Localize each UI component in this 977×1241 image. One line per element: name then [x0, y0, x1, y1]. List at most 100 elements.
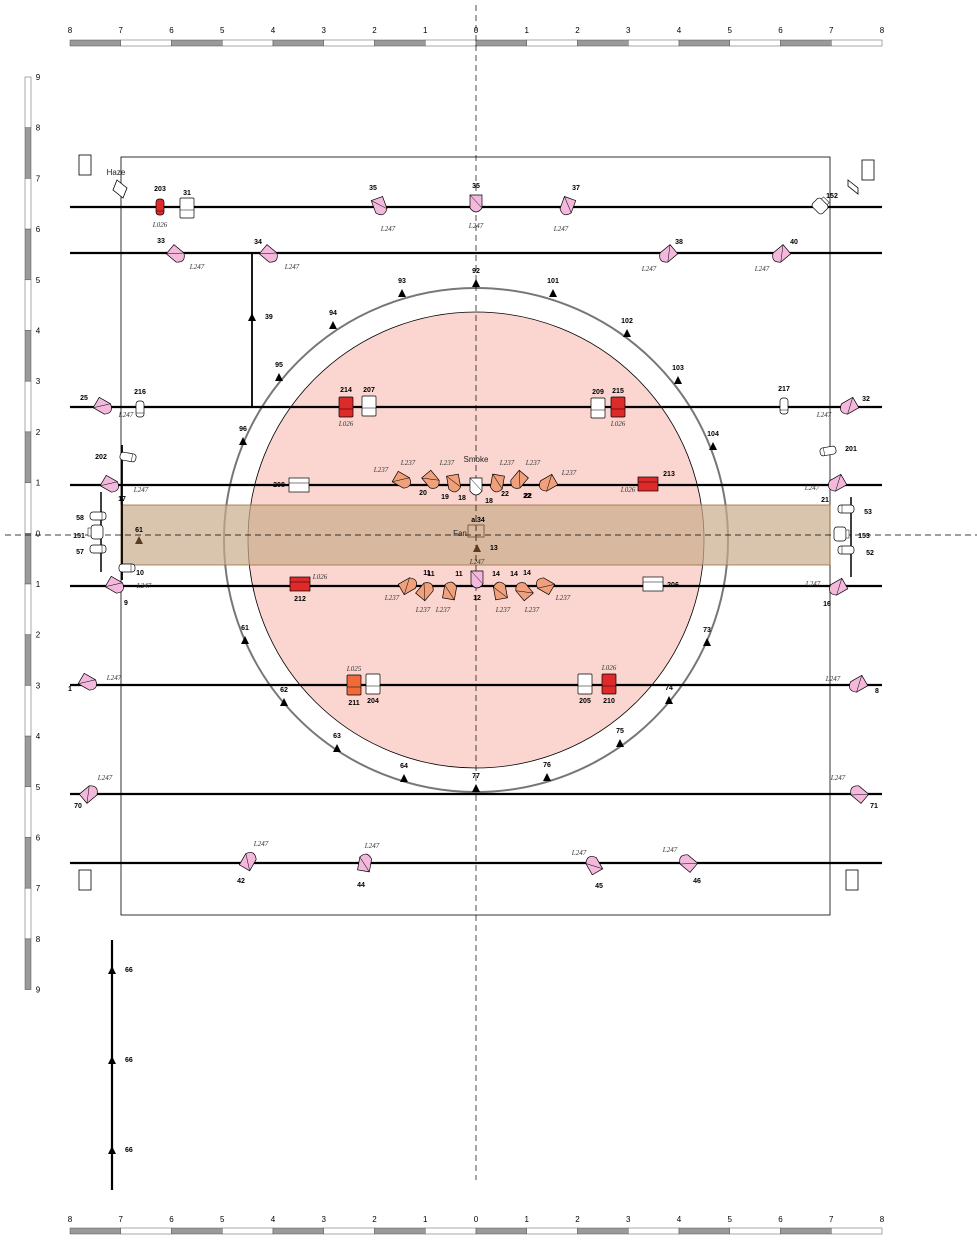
speaker-number: 64 [400, 763, 408, 770]
speaker-number: 102 [621, 318, 633, 325]
ruler-label: 4 [36, 732, 41, 741]
moving-head-icon [833, 526, 850, 542]
speaker-icon [472, 279, 480, 287]
speaker-icon [329, 321, 337, 329]
corner-marker [861, 159, 875, 181]
profile-icon [78, 785, 98, 804]
speaker-icon [665, 696, 673, 704]
fixture-gel: L026 [152, 221, 168, 229]
fixture-number: 202 [95, 454, 107, 461]
ruler-label: 6 [169, 26, 174, 35]
speaker-icon [623, 329, 631, 337]
speaker-icon [616, 739, 624, 747]
fixture-gel: L237 [373, 466, 389, 474]
profile-icon [510, 469, 529, 489]
profile-icon [470, 570, 484, 589]
speaker-number: 61 [135, 527, 143, 534]
profile-icon [536, 577, 556, 596]
fixture-number: 25 [80, 395, 88, 402]
speaker-icon [473, 544, 481, 552]
ruler-label: 3 [36, 377, 41, 386]
profile-icon [679, 854, 699, 873]
fixture-number: 58 [76, 515, 84, 522]
fixture-number: 11 [423, 570, 431, 577]
fixture-gel: L237 [499, 459, 515, 467]
fixture-number: 34 [254, 239, 262, 246]
profile-icon [446, 473, 461, 493]
fixture-number: 14 [492, 571, 500, 578]
speaker-icon [135, 536, 143, 544]
speaker-icon [472, 784, 480, 792]
par-icon [837, 504, 855, 514]
ruler-label: 6 [169, 1215, 174, 1224]
fixture-number: 209 [592, 389, 604, 396]
fixture-number: 52 [866, 550, 874, 557]
speaker-number: 66 [125, 967, 133, 974]
flood-icon [637, 476, 659, 492]
ruler-label: 5 [728, 1215, 733, 1224]
fixture-gel: L247 [106, 674, 122, 682]
ruler-label: 7 [829, 26, 834, 35]
fixture-number: 152 [826, 193, 838, 200]
fixture-gel: L247 [830, 774, 846, 782]
ruler-label: 3 [626, 1215, 631, 1224]
fixture-number: 215 [612, 388, 624, 395]
speaker-icon [280, 698, 288, 706]
speaker-icon [108, 1056, 116, 1064]
ruler-label: 4 [677, 26, 682, 35]
speaker-number: 94 [329, 310, 337, 317]
speaker-icon [543, 773, 551, 781]
ruler-label: 2 [372, 26, 377, 35]
profile-icon [421, 469, 440, 489]
fixture-gel: L026 [610, 420, 626, 428]
ruler-label: 8 [36, 935, 41, 944]
fixture-number: 44 [357, 882, 365, 889]
speaker-number: 63 [333, 733, 341, 740]
ruler-label: 0 [474, 1215, 479, 1224]
profile-icon [490, 473, 505, 493]
vertical-ruler [24, 76, 32, 990]
par-icon [819, 445, 837, 457]
ruler-label: 3 [322, 26, 327, 35]
par-icon [89, 544, 107, 554]
speaker-number: 62 [280, 687, 288, 694]
ruler-label: 4 [271, 26, 276, 35]
fixture-number: 37 [572, 185, 580, 192]
fixture-gel: L247 [136, 582, 152, 590]
fixture-gel: L237 [439, 459, 455, 467]
ruler-label: 8 [880, 1215, 885, 1224]
ruler-label: 3 [322, 1215, 327, 1224]
profile-icon [104, 575, 124, 594]
fixture-number: 212 [294, 596, 306, 603]
ruler-label: 4 [677, 1215, 682, 1224]
ruler-label: 7 [36, 884, 41, 893]
par-icon [118, 563, 136, 573]
ruler-label: 5 [728, 26, 733, 35]
fixture-number: 57 [76, 549, 84, 556]
ruler-label: 2 [575, 26, 580, 35]
speaker-icon [241, 636, 249, 644]
fixture-number: 22 [501, 491, 509, 498]
horizontal-ruler [69, 1227, 883, 1235]
ruler-label: 6 [778, 1215, 783, 1224]
profile-icon [238, 852, 257, 872]
fixture-number: 22 [524, 493, 532, 500]
fixture-number: 19 [441, 494, 449, 501]
fixture-number: 8 [875, 688, 879, 695]
ruler-label: 6 [778, 26, 783, 35]
fixture-gel: L237 [524, 606, 540, 614]
speaker-icon [703, 638, 711, 646]
fixture-gel: L247 [284, 263, 300, 271]
fixture-gel: L026 [601, 664, 617, 672]
speaker-number: 76 [543, 762, 551, 769]
profile-icon [515, 582, 534, 602]
haze-machine-icon [112, 179, 128, 199]
speaker-icon [674, 376, 682, 384]
fixture-number: 35 [472, 183, 480, 190]
ruler-label: 2 [575, 1215, 580, 1224]
speaker-number: 95 [275, 362, 283, 369]
fixture-gel: L247 [805, 580, 821, 588]
ruler-label: 1 [423, 26, 428, 35]
fixture-number: 11 [455, 571, 463, 578]
